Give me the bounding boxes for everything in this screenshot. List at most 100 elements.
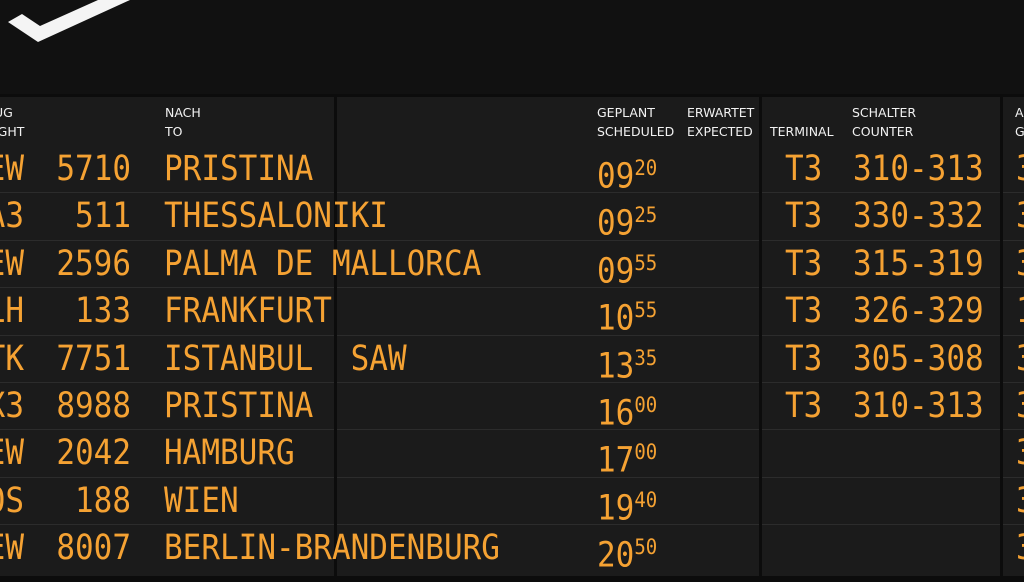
flight-number: 511 bbox=[75, 196, 131, 237]
airline-code: X3 bbox=[0, 385, 24, 427]
header-scheduled: GEPLANT bbox=[597, 105, 655, 120]
logo-check bbox=[8, 0, 130, 42]
terminal: T3 bbox=[785, 243, 823, 284]
counter: 305-308 bbox=[853, 338, 984, 379]
panel-middle bbox=[337, 97, 759, 576]
row-separator bbox=[337, 334, 759, 336]
header-counter: COUNTER bbox=[852, 124, 914, 139]
destination: PRISTINA bbox=[164, 148, 314, 190]
header-gate: G bbox=[1015, 124, 1024, 139]
header-terminal: TERMINAL bbox=[770, 124, 834, 139]
minute: 50 bbox=[634, 535, 658, 561]
airline-code: TK bbox=[0, 338, 24, 379]
flight-number: 188 bbox=[75, 480, 131, 521]
terminal: T3 bbox=[785, 148, 823, 190]
hour: 13 bbox=[597, 345, 635, 387]
row-separator bbox=[0, 476, 334, 478]
airline-code: LH bbox=[0, 290, 24, 332]
header-expected: EXPECTED bbox=[687, 124, 753, 139]
flight-number: 8007 bbox=[56, 527, 131, 569]
hour: 09 bbox=[597, 250, 635, 292]
counter: 310-313 bbox=[853, 385, 984, 427]
header-destination: NACH bbox=[165, 105, 201, 120]
panel-left bbox=[0, 97, 334, 576]
row-separator bbox=[0, 287, 334, 289]
row-separator bbox=[1003, 192, 1024, 194]
minute: 55 bbox=[634, 250, 658, 276]
row-separator bbox=[1003, 429, 1024, 431]
scheduled-time: 1600 bbox=[597, 380, 657, 440]
airline-code: EW bbox=[0, 527, 24, 569]
row-separator bbox=[762, 334, 1000, 336]
top-band bbox=[0, 0, 1024, 94]
hour: 17 bbox=[597, 440, 635, 481]
hour: 16 bbox=[597, 393, 635, 434]
header-gate: A bbox=[1015, 105, 1024, 120]
flight-number: 2596 bbox=[56, 243, 131, 284]
hour: 09 bbox=[597, 156, 635, 197]
scheduled-time: 0925 bbox=[597, 190, 657, 250]
airline-code: EW bbox=[0, 243, 24, 284]
row-separator bbox=[337, 476, 759, 478]
terminal: T3 bbox=[785, 338, 823, 379]
row-separator bbox=[0, 524, 334, 526]
header-expected: ERWARTET bbox=[687, 105, 755, 120]
gate: 3 bbox=[1016, 143, 1024, 196]
row-separator bbox=[1003, 382, 1024, 383]
airline-code: EW bbox=[0, 148, 24, 190]
airline-code: EW bbox=[0, 433, 24, 474]
panel-right bbox=[762, 97, 1000, 576]
terminal: T3 bbox=[785, 290, 823, 332]
row-separator bbox=[0, 382, 334, 383]
gate: 1 bbox=[1016, 285, 1024, 338]
minute: 35 bbox=[634, 345, 658, 371]
row-separator bbox=[1003, 334, 1024, 336]
airline-code: OS bbox=[0, 480, 24, 521]
row-separator bbox=[762, 382, 1000, 383]
row-separator bbox=[0, 429, 334, 431]
minute: 25 bbox=[634, 203, 658, 229]
panel-edge bbox=[1003, 97, 1024, 576]
row-separator bbox=[337, 524, 759, 526]
row-separator bbox=[337, 192, 759, 194]
gate: 3 bbox=[1016, 191, 1024, 244]
row-separator bbox=[1003, 239, 1024, 241]
scheduled-time: 1700 bbox=[597, 427, 657, 487]
minute: 20 bbox=[634, 156, 658, 181]
scheduled-time: 2050 bbox=[597, 522, 657, 582]
row-separator bbox=[762, 239, 1000, 241]
row-separator bbox=[1003, 287, 1024, 289]
minute: 00 bbox=[634, 393, 658, 418]
terminal: T3 bbox=[785, 196, 823, 237]
header-flight: UG bbox=[0, 105, 13, 120]
row-separator bbox=[762, 429, 1000, 431]
scheduled-time: 0955 bbox=[597, 238, 657, 298]
hour: 19 bbox=[597, 487, 635, 529]
flight-number: 2042 bbox=[56, 433, 131, 474]
gate: 3 bbox=[1016, 238, 1024, 291]
destination: PRISTINA bbox=[164, 385, 314, 427]
row-separator bbox=[337, 239, 759, 241]
counter: 326-329 bbox=[853, 290, 984, 332]
gate: 3 bbox=[1016, 522, 1024, 575]
hour: 20 bbox=[597, 535, 635, 576]
row-separator bbox=[762, 476, 1000, 478]
row-separator bbox=[762, 192, 1000, 194]
airline-code: A3 bbox=[0, 196, 24, 237]
destination: WIEN bbox=[164, 480, 239, 521]
row-separator bbox=[0, 192, 334, 194]
row-separator bbox=[337, 287, 759, 289]
gate: 3 bbox=[1016, 333, 1024, 386]
row-separator bbox=[1003, 476, 1024, 478]
row-separator bbox=[337, 429, 759, 431]
row-separator bbox=[762, 524, 1000, 526]
row-separator bbox=[0, 334, 334, 336]
header-destination: TO bbox=[165, 124, 183, 139]
flight-number: 133 bbox=[75, 290, 131, 332]
counter: 315-319 bbox=[853, 243, 984, 284]
terminal: T3 bbox=[785, 385, 823, 427]
scheduled-time: 1055 bbox=[597, 285, 657, 345]
minute: 55 bbox=[634, 298, 658, 324]
gate: 3 bbox=[1016, 380, 1024, 433]
